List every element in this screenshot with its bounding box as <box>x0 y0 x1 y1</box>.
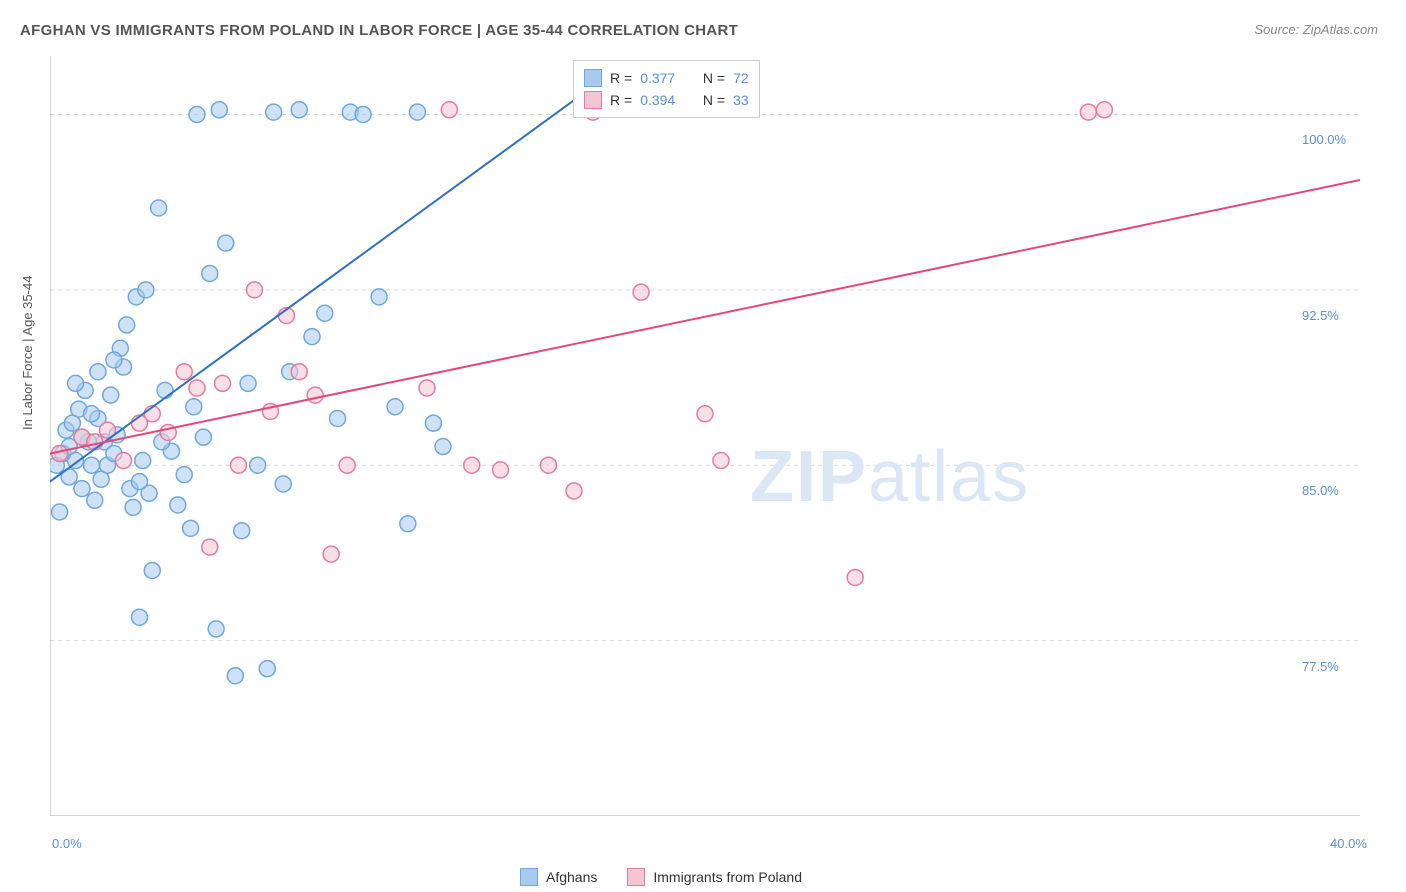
legend-series-item: Immigrants from Poland <box>627 868 802 886</box>
legend-swatch <box>627 868 645 886</box>
chart-container: AFGHAN VS IMMIGRANTS FROM POLAND IN LABO… <box>0 0 1406 892</box>
legend-r-label: R = <box>610 92 632 108</box>
legend-correlation: R = 0.377 N = 72R = 0.394 N = 33 <box>573 60 760 118</box>
legend-r-value: 0.377 <box>640 70 675 86</box>
legend-n-value: 72 <box>733 70 749 86</box>
y-tick-label: 92.5% <box>1302 308 1339 323</box>
legend-series: Afghans Immigrants from Poland <box>520 868 802 886</box>
legend-series-label: Immigrants from Poland <box>653 869 802 885</box>
legend-n-label: N = <box>703 70 725 86</box>
legend-swatch <box>584 69 602 87</box>
x-tick-label: 0.0% <box>52 836 82 851</box>
y-tick-label: 77.5% <box>1302 659 1339 674</box>
legend-n-value: 33 <box>733 92 749 108</box>
legend-correlation-row: R = 0.394 N = 33 <box>584 89 749 111</box>
legend-n-label: N = <box>703 92 725 108</box>
chart-area: ZIPatlas <box>50 56 1360 816</box>
source-attribution: Source: ZipAtlas.com <box>1254 22 1378 37</box>
legend-series-label: Afghans <box>546 869 597 885</box>
y-axis-label: In Labor Force | Age 35-44 <box>20 276 35 430</box>
chart-title: AFGHAN VS IMMIGRANTS FROM POLAND IN LABO… <box>20 22 738 39</box>
legend-r-value: 0.394 <box>640 92 675 108</box>
legend-r-label: R = <box>610 70 632 86</box>
legend-correlation-row: R = 0.377 N = 72 <box>584 67 749 89</box>
legend-series-item: Afghans <box>520 868 597 886</box>
legend-swatch <box>584 91 602 109</box>
y-tick-label: 100.0% <box>1302 132 1346 147</box>
y-tick-label: 85.0% <box>1302 483 1339 498</box>
x-tick-label: 40.0% <box>1330 836 1367 851</box>
legend-swatch <box>520 868 538 886</box>
scatter-plot <box>50 56 1360 816</box>
